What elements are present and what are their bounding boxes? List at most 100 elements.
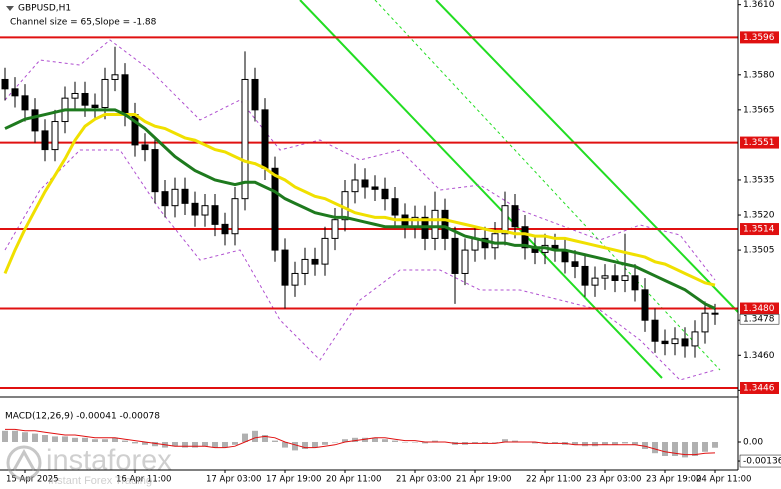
macd-bar: [42, 435, 48, 442]
y-tick-label: 1.3580: [743, 70, 775, 80]
x-tick-label: 24 Apr 11:00: [696, 475, 751, 485]
macd-bar: [382, 439, 388, 442]
moving-average: [4, 108, 716, 310]
candle-body: [121, 74, 129, 116]
macd-bar: [332, 442, 338, 443]
macd-bar: [512, 440, 518, 442]
macd-bar: [102, 439, 108, 442]
macd-bar: [632, 442, 638, 445]
watermark-tagline: Instant Forex Trading: [48, 475, 152, 487]
macd-bar: [182, 442, 188, 448]
candle-body: [291, 272, 299, 286]
macd-panel: [2, 428, 718, 458]
macd-bar: [622, 442, 628, 444]
candle-body: [71, 92, 79, 99]
candle-body: [101, 78, 109, 109]
macd-bar: [12, 430, 18, 442]
candle-body: [171, 188, 179, 207]
candle-body: [631, 275, 639, 291]
x-tick-label: 16 Apr 11:00: [116, 475, 171, 485]
macd-bar: [712, 442, 718, 448]
candle-body: [181, 188, 189, 204]
macd-bar: [222, 442, 228, 448]
macd-bar: [552, 442, 558, 444]
price-panel: [0, 36, 738, 389]
candle-body: [451, 237, 459, 274]
macd-bar: [492, 442, 498, 443]
candle-body: [601, 275, 609, 279]
macd-bar: [392, 440, 398, 442]
candle-body: [701, 312, 709, 333]
envelope-upper: [4, 39, 716, 281]
candle-body: [521, 226, 529, 249]
level-label: 1.3514: [743, 225, 775, 235]
candle-body: [1, 78, 9, 90]
candle-body: [691, 331, 699, 347]
macd-bar: [702, 442, 708, 452]
macd-bar: [342, 439, 348, 442]
macd-bar: [482, 442, 488, 444]
macd-bar: [172, 442, 178, 447]
candle-body: [481, 237, 489, 249]
y-tick-label: 1.3610: [743, 0, 775, 10]
macd-bar: [242, 433, 248, 442]
macd-bar: [412, 442, 418, 443]
macd-bar: [2, 430, 8, 442]
candle-body: [591, 277, 599, 286]
envelope-lower: [4, 149, 716, 381]
macd-bar: [572, 442, 578, 445]
y-tick-label: 1.3460: [743, 351, 775, 361]
candle-body: [571, 261, 579, 267]
macd-bar: [372, 437, 378, 442]
candle-body: [371, 186, 379, 190]
macd-bar: [82, 437, 88, 442]
x-tick-label: 22 Apr 11:00: [526, 475, 581, 485]
macd-bar: [292, 442, 298, 451]
macd-bar: [112, 437, 118, 442]
channel-info: Channel size = 65,Slope = -1.88: [10, 18, 157, 28]
candle-body: [681, 338, 689, 347]
macd-bar: [202, 442, 208, 447]
candle-body: [31, 109, 39, 132]
candle-body: [241, 78, 249, 200]
level-label: 1.3480: [743, 304, 775, 314]
macd-bar: [472, 442, 478, 444]
macd-bar: [352, 437, 358, 442]
candle-body: [21, 95, 29, 111]
level-label-box: [740, 136, 779, 149]
candle-body: [51, 121, 59, 151]
candle-body: [331, 219, 339, 239]
y-tick-label: 1.3535: [743, 175, 775, 185]
macd-bar: [62, 436, 68, 442]
macd-tick-box: [739, 454, 781, 468]
candle-body: [461, 249, 469, 274]
x-tick-label: 23 Apr 03:00: [586, 475, 641, 485]
macd-bar: [132, 442, 138, 444]
y-tick-label: 1.3520: [743, 211, 775, 221]
candle-body: [671, 338, 679, 345]
candle-body: [581, 265, 589, 286]
candle-body: [311, 258, 319, 265]
candle-body: [271, 167, 279, 251]
macd-bar: [302, 442, 308, 449]
x-tick-label: 20 Apr 11:00: [326, 475, 381, 485]
y-tick-label: 1.3505: [743, 246, 775, 256]
x-tick-label: 17 Apr 03:00: [206, 475, 261, 485]
level-label: 1.3446: [743, 383, 775, 393]
candle-body: [301, 258, 309, 274]
level-label-box: [740, 223, 779, 236]
macd-bar: [402, 442, 408, 443]
macd-bar: [532, 442, 538, 444]
candle-body: [191, 202, 199, 216]
candle-body: [491, 233, 499, 249]
candle-body: [391, 198, 399, 216]
candle-body: [211, 205, 219, 225]
candle-body: [321, 237, 329, 265]
macd-bar: [312, 442, 318, 448]
candle-body: [81, 92, 89, 106]
level-label-box: [740, 381, 779, 394]
candle-body: [111, 74, 119, 80]
candle-body: [251, 78, 259, 111]
level-label-box: [740, 31, 779, 44]
